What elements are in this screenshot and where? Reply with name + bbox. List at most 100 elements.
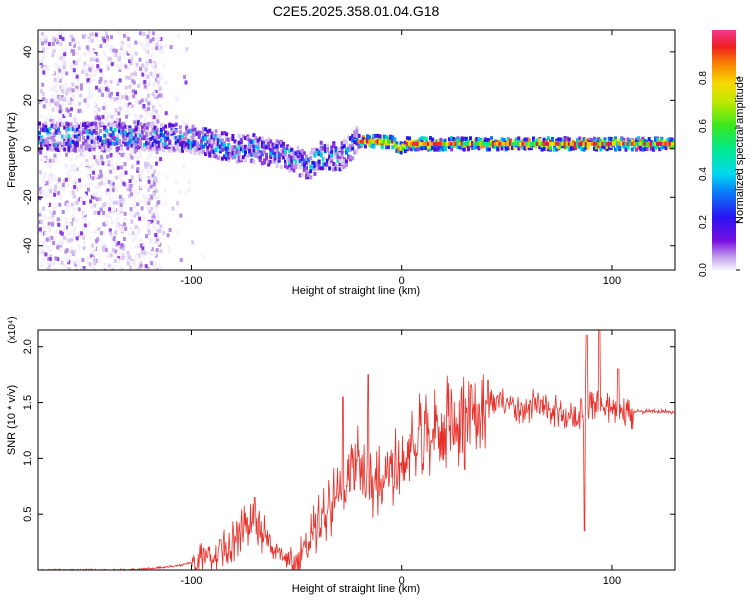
spectrogram-cell (105, 139, 109, 144)
spectrogram-cell (100, 73, 104, 78)
spectrogram-cell (60, 118, 64, 123)
spectrogram-cell (355, 141, 359, 146)
spectrogram-cell (92, 192, 96, 197)
spectrogram-cell (147, 179, 151, 184)
spectrogram-cell (43, 174, 46, 179)
spectrogram-cell (95, 239, 98, 244)
spectrogram-cell (574, 144, 578, 149)
spectrogram-cell (208, 143, 212, 148)
spectrogram-cell (147, 201, 151, 205)
spectrogram-cell (174, 122, 178, 127)
spectrogram-cell (229, 145, 233, 149)
colorbar-tick-label: 0.4 (698, 167, 709, 181)
spectrogram-cell (344, 150, 348, 155)
spectrogram-cell (275, 144, 279, 149)
spectrogram-cell (334, 146, 338, 151)
spectrogram-cell (212, 140, 216, 145)
spectrogram-cell (93, 229, 97, 234)
spectrogram-cell (56, 148, 60, 152)
spectrogram-cell (88, 181, 92, 186)
spectrogram-cell (118, 194, 122, 199)
spectrogram-cell (469, 141, 472, 146)
spectrogram-cell (147, 187, 151, 192)
spectrogram-cell (144, 44, 148, 49)
spectrogram-cell (131, 164, 135, 169)
spectrogram-cell (58, 30, 62, 35)
spectrogram-cell (445, 141, 449, 146)
spectrogram-cell (43, 34, 47, 39)
spectrogram-cell (116, 252, 120, 256)
spectrogram-cell (65, 248, 69, 253)
spectrogram-cell (38, 124, 41, 129)
spectrogram-cell (148, 113, 152, 118)
spectrogram-cell (138, 227, 141, 232)
spectrogram-cell (458, 141, 462, 146)
spectrogram-cell (351, 138, 355, 143)
spectrogram-cell (244, 158, 247, 163)
spectrogram-cell (144, 107, 148, 112)
spectrogram-cell (536, 138, 540, 143)
spectrogram-cell (94, 116, 98, 121)
spectrogram-cell (466, 141, 470, 146)
spectrogram-cell (131, 211, 135, 216)
spectrogram-cell (202, 144, 205, 149)
spectrogram-cell (326, 148, 329, 153)
spectrogram-cell (113, 97, 117, 102)
spectrogram-cell (227, 155, 231, 160)
spectrogram-cell (391, 139, 395, 144)
spectrogram-cell (191, 137, 195, 142)
spectrogram-cell (90, 152, 94, 157)
spectrogram-cell (117, 241, 121, 245)
spectrogram-cell (597, 144, 601, 149)
spectrogram-cell (61, 60, 65, 65)
spectrogram-cell (344, 159, 348, 164)
spectrogram-cell (414, 145, 418, 149)
spectrogram-cell (127, 66, 131, 71)
spectrogram-cell (76, 263, 80, 268)
spectrogram-cell (548, 139, 552, 144)
spectrogram-cell (156, 73, 160, 78)
spectrogram-cell (43, 238, 47, 243)
spectrogram-cell (141, 72, 145, 77)
spectrogram-cell (92, 48, 96, 52)
spectrogram-cell (506, 141, 510, 146)
spectrogram-cell (389, 139, 393, 144)
spectrogram-cell (670, 141, 674, 146)
spectrogram-cell (191, 133, 195, 138)
spectrogram-cell (191, 240, 195, 245)
spectrogram-cell (44, 124, 48, 129)
snr-multiplier-label: (x10⁴) (7, 316, 18, 343)
spectrogram-cell (567, 137, 571, 142)
spectrogram-cell (44, 116, 48, 121)
spectrogram-cell (73, 142, 77, 147)
spectrogram-cell (202, 137, 205, 142)
spectrogram-cell (42, 225, 46, 230)
spectrogram-cell (595, 147, 599, 152)
spectrogram-cell (136, 254, 140, 259)
spectrogram-cell (83, 194, 87, 198)
spectrogram-cell (69, 140, 73, 145)
spectrogram-cell (53, 105, 57, 110)
spectrogram-cell (302, 167, 306, 172)
spectrogram-cell (86, 103, 90, 108)
spectrogram-cell (319, 153, 323, 158)
spectrogram-cell (456, 138, 460, 143)
spectrogram-cell (124, 170, 128, 175)
spectrogram-cell (452, 144, 456, 148)
spectrogram-cell (635, 147, 639, 152)
spectrogram-cell (66, 171, 70, 176)
spectrogram-cell (145, 83, 149, 88)
spectrogram-cell (218, 147, 222, 152)
spectrogram-cell (130, 72, 134, 77)
spectrogram-cell (267, 141, 271, 146)
spectrogram-cell (151, 92, 155, 97)
spectrogram-cell (73, 43, 76, 48)
spectrogram-cell (103, 101, 107, 106)
spectrogram-cell (141, 125, 144, 130)
spectrogram-cell (117, 222, 121, 227)
spectrogram-cell (85, 260, 89, 265)
spectrogram-cell (119, 264, 123, 269)
spectrogram-cell (176, 144, 180, 149)
spectrogram-cell (154, 178, 158, 183)
spectrogram-cell (130, 57, 133, 62)
